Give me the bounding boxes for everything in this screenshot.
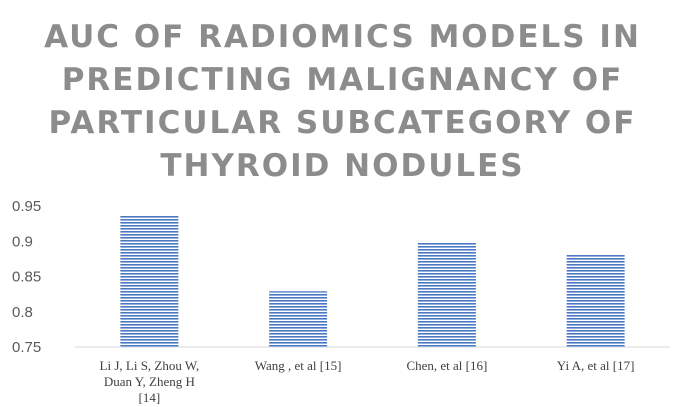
bar-3 xyxy=(417,242,476,347)
y-tick-label: 0.75 xyxy=(12,339,41,356)
bar-2 xyxy=(269,291,328,347)
y-tick-label: 0.95 xyxy=(12,198,41,215)
x-tick-label: Wang , et al [15] xyxy=(255,358,342,373)
x-tick-label: [14] xyxy=(139,390,161,405)
bar-4 xyxy=(566,254,625,347)
chart-title: AUC OF RADIOMICS MODELS IN PREDICTING MA… xyxy=(44,19,641,184)
y-tick-label: 0.8 xyxy=(12,304,33,321)
x-axis: Li J, Li S, Zhou W,Duan Y, Zheng H[14] Wa… xyxy=(100,358,635,405)
y-axis: 0.95 0.9 0.85 0.8 0.75 xyxy=(12,198,41,356)
x-tick-label: Yi A, et al [17] xyxy=(557,358,635,373)
x-tick-label: Chen, et al [16] xyxy=(406,358,487,373)
x-tick-label: Li J, Li S, Zhou W, xyxy=(100,358,200,373)
bar-1 xyxy=(120,215,179,347)
y-tick-label: 0.9 xyxy=(12,233,33,250)
y-tick-label: 0.85 xyxy=(12,269,41,286)
bars xyxy=(120,215,625,347)
x-tick-label: Duan Y, Zheng H xyxy=(104,374,195,389)
